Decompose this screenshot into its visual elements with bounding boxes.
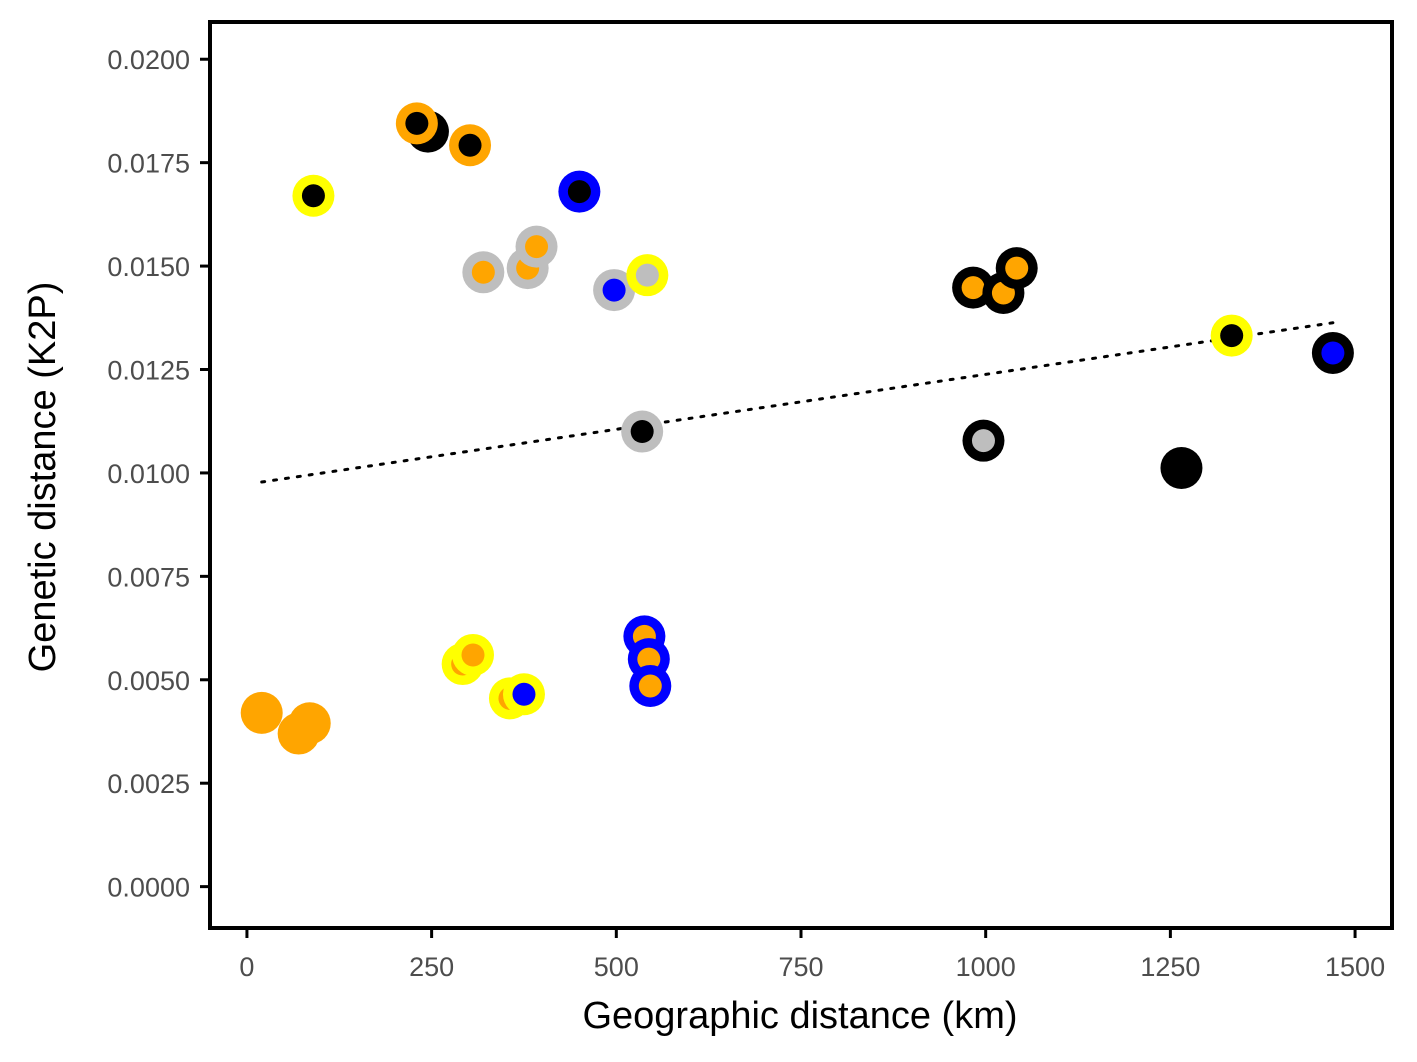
trend-line	[260, 321, 1335, 484]
x-tick-label-250: 250	[409, 952, 454, 982]
data-point-14-center	[630, 420, 654, 444]
data-point-26	[1160, 446, 1203, 489]
data-point-28-center	[1321, 341, 1345, 365]
y-tick-label-0.0200: 0.0200	[107, 45, 190, 75]
x-tick-label-1250: 1250	[1140, 952, 1200, 982]
x-tick-label-1000: 1000	[956, 952, 1016, 982]
x-tick-label-1500: 1500	[1325, 952, 1385, 982]
y-tick-label-0.0025: 0.0025	[107, 769, 190, 799]
data-point-4-center	[301, 184, 325, 208]
data-point-22-center	[961, 276, 985, 300]
data-point-8-center	[567, 180, 591, 204]
data-point-18-center	[512, 682, 536, 706]
data-point-1	[240, 691, 283, 734]
data-point-27-center	[1220, 324, 1244, 348]
y-tick-label-0.0000: 0.0000	[107, 873, 190, 903]
y-axis-title: Genetic distance (K2P)	[22, 282, 64, 673]
y-tick-label-0.0150: 0.0150	[107, 252, 190, 282]
x-axis-title: Geographic distance (km)	[582, 995, 1017, 1037]
data-point-21-center	[638, 674, 662, 698]
data-point-6-center	[405, 111, 429, 135]
data-point-11-center	[525, 235, 549, 259]
y-tick-label-0.0100: 0.0100	[107, 459, 190, 489]
data-point-20-center	[637, 647, 661, 671]
y-tick-label-0.0175: 0.0175	[107, 149, 190, 179]
data-point-12-center	[602, 278, 626, 302]
data-point-24-center	[1005, 256, 1029, 280]
data-point-7-center	[458, 133, 482, 157]
data-point-9-center	[471, 260, 495, 284]
x-tick-label-750: 750	[778, 952, 823, 982]
plot-border	[208, 20, 1394, 930]
axes: 0 250 500 750 1000 1250 1500 0.0000 0.0025 0.0050…	[107, 20, 1394, 982]
data-point-13-center	[635, 263, 659, 287]
data-point-3	[288, 702, 331, 745]
data-point-25-center	[971, 429, 995, 453]
y-tick-label-0.0050: 0.0050	[107, 666, 190, 696]
x-tick-label-0: 0	[239, 952, 254, 982]
data-point-16-center	[461, 643, 485, 667]
y-tick-label-0.0125: 0.0125	[107, 356, 190, 386]
plot-marks	[240, 102, 1354, 755]
y-tick-label-0.0075: 0.0075	[107, 562, 190, 592]
x-tick-label-500: 500	[594, 952, 639, 982]
